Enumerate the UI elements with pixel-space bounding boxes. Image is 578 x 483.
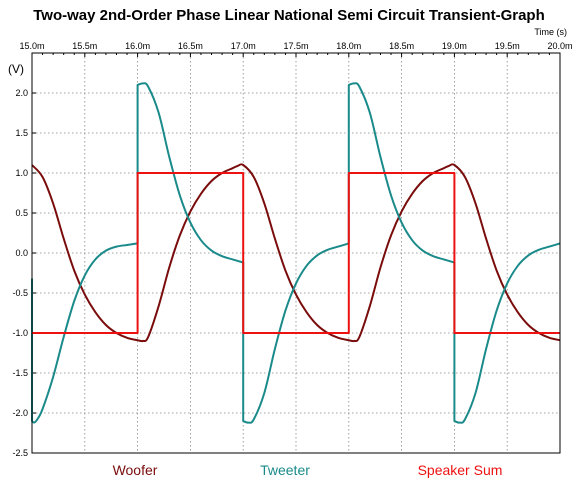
y-tick-label: 1.5 — [15, 128, 28, 138]
x-tick-label: 15.0m — [19, 41, 44, 51]
series-line-woofer — [31, 163, 561, 343]
y-tick-label: 1.0 — [15, 168, 28, 178]
x-tick-label: 15.5m — [72, 41, 97, 51]
legend-entry-speaker-sum: Speaker Sum — [418, 462, 503, 478]
y-axis-label: (V) — [8, 62, 24, 76]
chart-title: Two-way 2nd-Order Phase Linear National … — [33, 7, 545, 24]
y-tick-label: -1.0 — [12, 328, 28, 338]
legend: Woofer Tweeter Speaker Sum — [113, 462, 503, 478]
x-tick-label: 19.0m — [442, 41, 467, 51]
legend-entry-woofer: Woofer — [113, 462, 158, 478]
y-tick-label: 0.0 — [15, 248, 28, 258]
x-tick-label: 20.0m — [547, 41, 572, 51]
x-axis-label: Time (s) — [534, 27, 567, 37]
y-tick-label: 2.0 — [15, 88, 28, 98]
x-tick-label: 18.0m — [336, 41, 361, 51]
y-tick-label: -1.5 — [12, 368, 28, 378]
grid-lines — [32, 53, 560, 453]
y-tick-label: 0.5 — [15, 208, 28, 218]
series-lines — [31, 82, 561, 424]
x-tick-label: 18.5m — [389, 41, 414, 51]
x-tick-label: 19.5m — [495, 41, 520, 51]
x-tick-label: 17.0m — [231, 41, 256, 51]
y-tick-label: -2.0 — [12, 408, 28, 418]
y-tick-labels: 2.0 1.5 1.0 0.5 0.0 -0.5 -1.0 -1.5 -2.0 -2.5 — [12, 88, 28, 458]
x-tick-label: 16.0m — [125, 41, 150, 51]
series-line-speaker-sum — [32, 172, 560, 334]
y-tick-label: -0.5 — [12, 288, 28, 298]
plot-frame — [31, 52, 561, 454]
x-tick-label: 16.5m — [178, 41, 203, 51]
series-line-tweeter — [31, 82, 561, 424]
x-tick-label: 17.5m — [283, 41, 308, 51]
y-tick-label: -2.5 — [12, 448, 28, 458]
x-tick-labels: 15.0m 15.5m 16.0m 16.5m 17.0m 17.5m 18.0m 18.5m… — [19, 41, 572, 51]
legend-entry-tweeter: Tweeter — [260, 462, 310, 478]
